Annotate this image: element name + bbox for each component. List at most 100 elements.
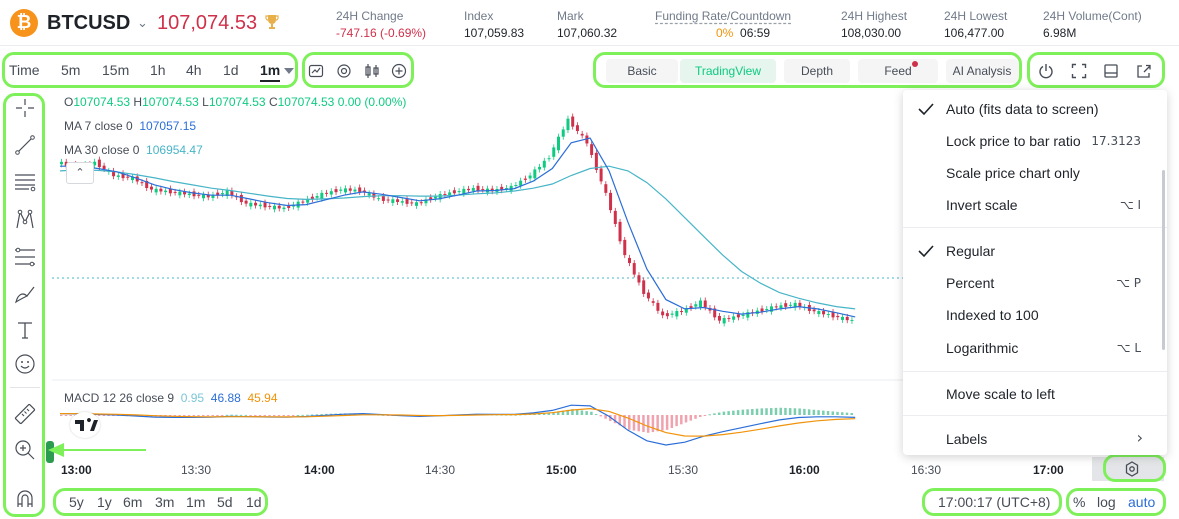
candle bbox=[424, 199, 428, 204]
range-5d[interactable]: 5d bbox=[217, 494, 233, 510]
tab-tradingview[interactable]: TradingView bbox=[680, 59, 776, 83]
crosshair-icon[interactable] bbox=[13, 96, 37, 120]
power-icon[interactable] bbox=[1038, 63, 1054, 79]
symbol-name[interactable]: BTCUSD bbox=[47, 12, 131, 34]
macd-bar bbox=[566, 409, 569, 415]
menu-item-labels[interactable]: Labels › bbox=[946, 428, 1143, 447]
candle bbox=[220, 193, 224, 195]
stat-funding-rate[interactable]: Funding Rate/Countdown 0% 06:59 bbox=[655, 9, 792, 40]
auto-toggle[interactable]: auto bbox=[1128, 494, 1156, 510]
tab-depth[interactable]: Depth bbox=[784, 59, 850, 83]
candle bbox=[93, 161, 97, 166]
time-label[interactable]: Time bbox=[9, 62, 40, 78]
menu-item-lock-ratio[interactable]: Lock price to bar ratio 17.3123 bbox=[946, 133, 1141, 149]
interval-1d[interactable]: 1d bbox=[223, 62, 239, 78]
percent-toggle[interactable]: % bbox=[1073, 494, 1086, 510]
fib-icon[interactable] bbox=[13, 245, 37, 269]
candle bbox=[656, 302, 660, 311]
chevron-down-icon[interactable]: ⌄ bbox=[137, 15, 148, 30]
candle bbox=[197, 194, 201, 196]
interval-1h[interactable]: 1h bbox=[150, 62, 166, 78]
menu-item-auto[interactable]: Auto (fits data to screen) bbox=[903, 93, 1167, 123]
trophy-icon[interactable] bbox=[265, 14, 279, 30]
layout-icon[interactable] bbox=[1103, 63, 1119, 79]
range-5y[interactable]: 5y bbox=[69, 494, 84, 510]
menu-item-logarithmic[interactable]: Logarithmic ⌥ L bbox=[946, 340, 1141, 356]
candle bbox=[116, 175, 120, 177]
ma7-line bbox=[60, 137, 856, 318]
pattern-icon[interactable] bbox=[13, 208, 37, 232]
tab-ai-analysis[interactable]: AI Analysis bbox=[946, 59, 1018, 83]
range-1m[interactable]: 1m bbox=[186, 494, 206, 510]
tradingview-logo-icon[interactable] bbox=[70, 412, 100, 438]
zoom-in-icon[interactable] bbox=[13, 438, 37, 462]
trend-line-icon[interactable] bbox=[13, 133, 37, 157]
interval-1m[interactable]: 1m bbox=[260, 62, 281, 82]
horizontal-lines-icon[interactable] bbox=[13, 169, 37, 193]
macd-bar bbox=[774, 407, 778, 415]
candle bbox=[765, 308, 769, 311]
brush-icon[interactable] bbox=[13, 282, 37, 306]
interval-5m[interactable]: 5m bbox=[61, 62, 81, 78]
candle bbox=[604, 184, 608, 193]
text-icon[interactable] bbox=[13, 318, 37, 342]
stat-24h-change: 24H Change -747.16 (-0.69%) bbox=[336, 9, 427, 40]
add-icon[interactable] bbox=[391, 63, 407, 79]
candle bbox=[841, 316, 844, 320]
macd-bar bbox=[60, 415, 63, 416]
macd-bar bbox=[689, 415, 693, 421]
view-tabs-highlight bbox=[593, 52, 1022, 88]
candle bbox=[665, 313, 669, 317]
candle bbox=[822, 311, 826, 315]
log-toggle[interactable]: log bbox=[1097, 494, 1116, 510]
menu-scrollbar[interactable] bbox=[1162, 170, 1165, 350]
macd-bar bbox=[850, 413, 853, 415]
indicator-icon[interactable] bbox=[308, 63, 324, 79]
candle bbox=[575, 125, 579, 132]
candle bbox=[670, 313, 674, 315]
macd-bar bbox=[784, 407, 787, 415]
emoji-icon[interactable] bbox=[13, 352, 37, 376]
menu-item-scale-price-only[interactable]: Scale price chart only bbox=[946, 165, 1080, 181]
macd-bar bbox=[812, 409, 816, 415]
ruler-icon[interactable] bbox=[13, 402, 37, 426]
range-1d[interactable]: 1d bbox=[246, 494, 262, 510]
clock-timezone[interactable]: 17:00:17 (UTC+8) bbox=[938, 494, 1051, 510]
menu-item-invert-scale[interactable]: Invert scale ⌥ I bbox=[946, 197, 1141, 213]
candle bbox=[396, 199, 400, 202]
menu-item-percent[interactable]: Percent ⌥ P bbox=[946, 275, 1141, 291]
macd-bar bbox=[793, 408, 797, 415]
candle-type-icon[interactable] bbox=[364, 63, 380, 79]
price-chart[interactable] bbox=[52, 90, 904, 460]
candle bbox=[713, 308, 717, 318]
target-icon[interactable] bbox=[336, 63, 352, 79]
menu-item-indexed[interactable]: Indexed to 100 bbox=[946, 307, 1039, 323]
share-icon[interactable] bbox=[1136, 63, 1152, 79]
macd-bar bbox=[779, 407, 782, 415]
interval-4h[interactable]: 4h bbox=[186, 62, 202, 78]
menu-item-regular[interactable]: Regular bbox=[903, 235, 1167, 265]
range-6m[interactable]: 6m bbox=[123, 494, 143, 510]
menu-item-move-scale-left[interactable]: Move scale to left bbox=[946, 386, 1055, 402]
panel-resize-handle[interactable] bbox=[46, 441, 54, 463]
tab-feed[interactable]: Feed bbox=[858, 59, 938, 83]
tab-basic[interactable]: Basic bbox=[606, 59, 678, 83]
interval-dropdown-icon[interactable] bbox=[284, 67, 294, 75]
collapse-legend-button[interactable]: ⌃ bbox=[66, 162, 94, 184]
macd-bar bbox=[301, 414, 304, 416]
candle bbox=[419, 202, 423, 204]
interval-15m[interactable]: 15m bbox=[102, 62, 130, 78]
range-1y[interactable]: 1y bbox=[97, 494, 112, 510]
tools-divider bbox=[10, 387, 40, 388]
macd-bar bbox=[803, 408, 806, 415]
x-tick-1400: 14:00 bbox=[304, 463, 335, 477]
macd-bar bbox=[571, 409, 574, 415]
range-3m[interactable]: 3m bbox=[155, 494, 175, 510]
fullscreen-icon[interactable] bbox=[1071, 63, 1087, 79]
macd-bar bbox=[192, 415, 196, 416]
magnet-icon[interactable] bbox=[13, 487, 37, 511]
ma30-line bbox=[59, 165, 856, 310]
gear-icon[interactable] bbox=[1124, 461, 1140, 477]
ma7-legend: MA 7 close 0 107057.15 bbox=[64, 119, 197, 133]
macd-bar bbox=[684, 415, 688, 423]
